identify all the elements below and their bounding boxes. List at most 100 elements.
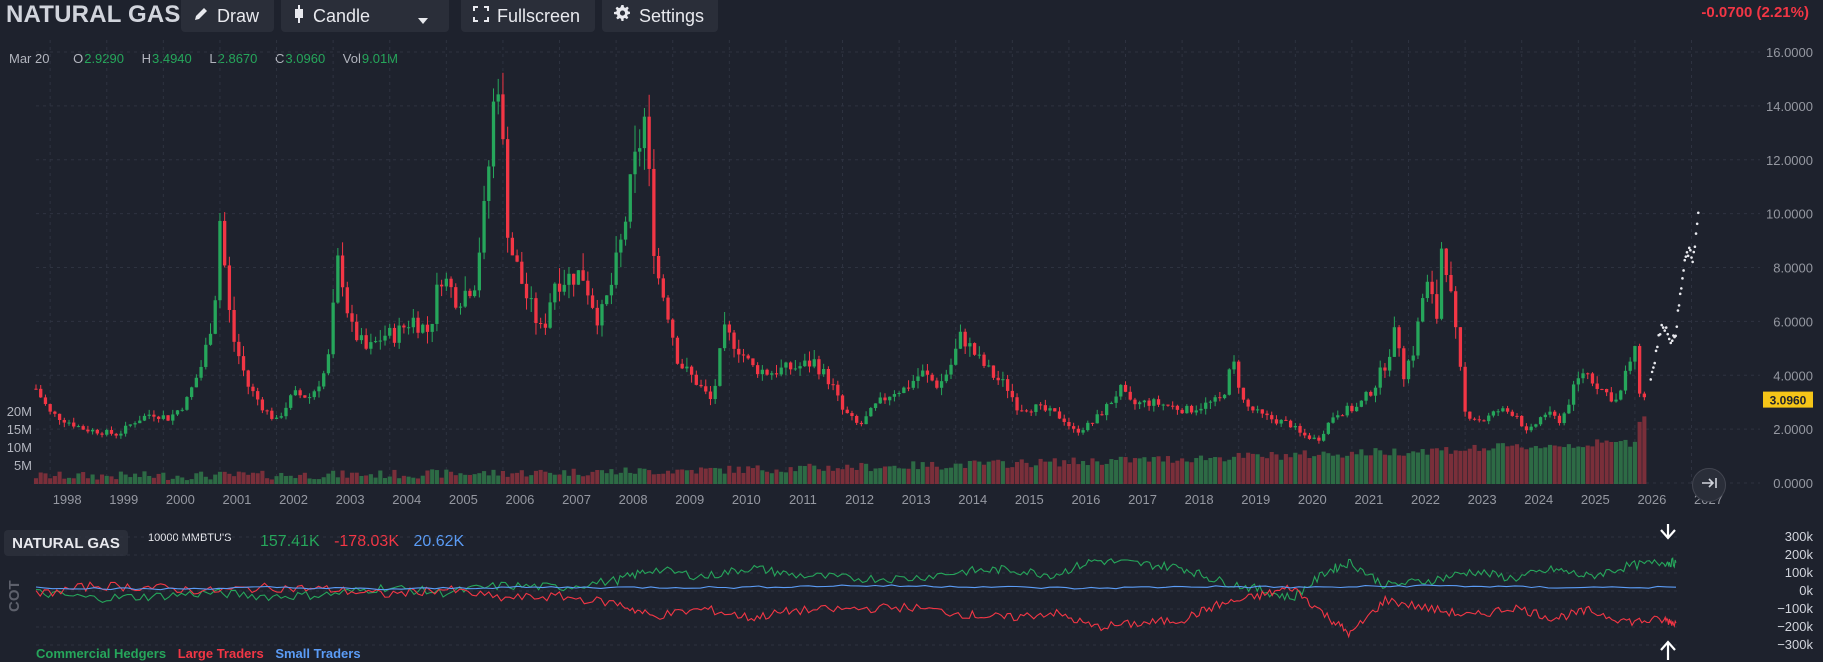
candle-body <box>930 374 934 381</box>
volume-bar <box>783 472 788 484</box>
candle-body <box>1567 404 1571 414</box>
volume-bar <box>1283 454 1288 484</box>
volume-bar <box>845 464 850 484</box>
scroll-to-latest-button[interactable] <box>1692 468 1726 502</box>
candle-body <box>1571 384 1576 405</box>
candle-body <box>539 323 543 325</box>
candle-body <box>1557 415 1562 424</box>
candle-body <box>1185 405 1189 414</box>
volume-bar <box>694 473 699 484</box>
volume-bar <box>1529 447 1534 484</box>
draw-button[interactable]: Draw <box>181 0 274 32</box>
candle-body <box>1034 404 1038 412</box>
candle-body <box>1463 366 1467 412</box>
time-tick-label: 2024 <box>1524 492 1553 507</box>
volume-bar <box>1453 450 1458 484</box>
volume-bar <box>1349 451 1354 484</box>
volume-bar <box>430 469 435 484</box>
volume-bar <box>76 473 81 484</box>
volume-bar <box>397 478 402 484</box>
candle-body <box>1543 414 1547 418</box>
volume-bar <box>765 471 770 484</box>
time-tick-label: 2025 <box>1581 492 1610 507</box>
price-change: -0.0700 (2.21%) <box>1701 4 1809 21</box>
volume-bar <box>651 474 656 484</box>
fullscreen-button[interactable]: Fullscreen <box>461 0 595 32</box>
volume-bar <box>642 468 647 484</box>
candle-body <box>444 278 448 287</box>
candle-body <box>171 414 175 421</box>
candle-body <box>1265 413 1269 416</box>
candle-body <box>388 327 392 336</box>
volume-bar <box>1401 455 1406 484</box>
volume-bar <box>95 479 100 484</box>
volume-bar <box>151 477 156 484</box>
volume-bar <box>1043 461 1048 484</box>
candle-body <box>954 348 958 365</box>
volume-bar <box>326 473 331 484</box>
cot-values: 157.41K -178.03K 20.62K <box>260 533 474 551</box>
candle-body <box>416 317 420 333</box>
candle-body <box>722 324 727 349</box>
volume-bar <box>868 471 873 484</box>
volume-bar <box>194 473 199 484</box>
candle-body <box>1020 410 1024 412</box>
candle-body <box>1501 408 1505 412</box>
candle-body <box>1402 348 1406 380</box>
volume-bar <box>703 468 708 484</box>
volume-bar <box>434 470 439 484</box>
candle-body <box>189 387 194 398</box>
candle-body <box>345 287 349 314</box>
volume-bar <box>1213 457 1218 484</box>
cot-chart[interactable]: 300k 200k 100k 0k −100k −200k −300k <box>0 522 1823 662</box>
candle-body <box>590 295 595 308</box>
volume-bar <box>1481 448 1487 484</box>
candle-body <box>1458 327 1463 367</box>
volume-bar <box>340 470 345 484</box>
cot-symbol-badge: NATURAL GAS <box>4 530 128 556</box>
candle-body <box>1411 355 1415 361</box>
time-tick-label: 1999 <box>109 492 138 507</box>
candle-body <box>373 341 378 343</box>
candle-body <box>496 94 500 102</box>
volume-bar <box>1316 454 1321 484</box>
candle-body <box>1152 399 1156 406</box>
volume-bar <box>1019 459 1024 484</box>
candle-body <box>1505 408 1510 412</box>
candle-body <box>119 433 123 436</box>
volume-bar <box>467 474 472 484</box>
price-tick-label: 12.0000 <box>1766 153 1813 168</box>
volume-bar <box>1415 452 1421 484</box>
settings-button[interactable]: Settings <box>602 0 718 32</box>
price-tick-label: 10.0000 <box>1766 207 1813 222</box>
volume-bar <box>1359 449 1364 484</box>
candle-body <box>1581 373 1585 379</box>
candle-body <box>336 255 340 303</box>
volume-bar <box>345 477 350 484</box>
volume-bar <box>1538 448 1543 484</box>
forecast-dot <box>1660 323 1664 327</box>
volume-bar <box>142 471 147 484</box>
volume-bar <box>887 466 892 484</box>
candle-body <box>1222 394 1227 399</box>
candle-body <box>878 397 882 404</box>
volume-bar <box>199 471 204 484</box>
volume-bar <box>500 470 505 484</box>
candle-body <box>666 297 670 320</box>
cot-tick-label: −100k <box>1777 601 1813 616</box>
candle-body <box>906 387 911 389</box>
volume-bar <box>1104 463 1109 484</box>
candle-body <box>331 302 335 355</box>
candle-body <box>963 331 967 347</box>
candle-body <box>185 397 189 410</box>
candle-body <box>350 313 354 322</box>
volume-bar <box>892 465 897 484</box>
price-chart[interactable]: 16.0000 14.0000 12.0000 10.0000 8.0000 6.0000… <box>0 0 1823 520</box>
chart-type-select[interactable]: Candle <box>281 0 449 32</box>
candle-body <box>1288 420 1293 428</box>
volume-bar <box>118 471 123 484</box>
price-tick-label: 16.0000 <box>1766 45 1813 60</box>
volume-bar <box>760 470 765 484</box>
candle-body <box>647 116 651 169</box>
price-tick-label: 14.0000 <box>1766 99 1813 114</box>
